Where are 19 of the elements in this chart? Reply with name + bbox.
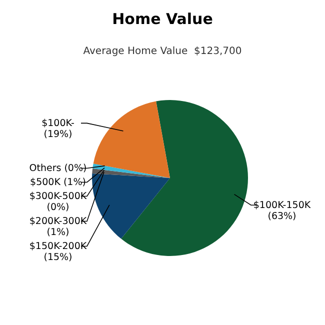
pie-slice — [93, 101, 170, 178]
slice-label: $200K-300K — [29, 216, 88, 228]
slice-label: $100K- — [42, 118, 74, 130]
data-label: (1%) — [46, 227, 70, 238]
data-label: (15%) — [44, 252, 72, 264]
pie-slice — [92, 173, 170, 239]
slice-label: $150K-200K — [29, 241, 88, 252]
slice-label: $500K (1%) — [30, 177, 86, 188]
data-label: (63%) — [268, 211, 296, 222]
category-label: $300K-500K — [29, 191, 87, 202]
data-label: (19%) — [44, 129, 72, 140]
pie-slice — [92, 168, 170, 178]
text: (0%) — [46, 202, 70, 214]
category-label: Others (0%) — [29, 163, 87, 174]
pie-slice — [121, 100, 248, 256]
slice-label: $100K-150K — [253, 200, 312, 212]
pie-slice — [92, 164, 170, 178]
chart-subtitle: Average Home Value $123,700 — [83, 46, 242, 57]
chart-title: Home Value — [112, 10, 213, 28]
